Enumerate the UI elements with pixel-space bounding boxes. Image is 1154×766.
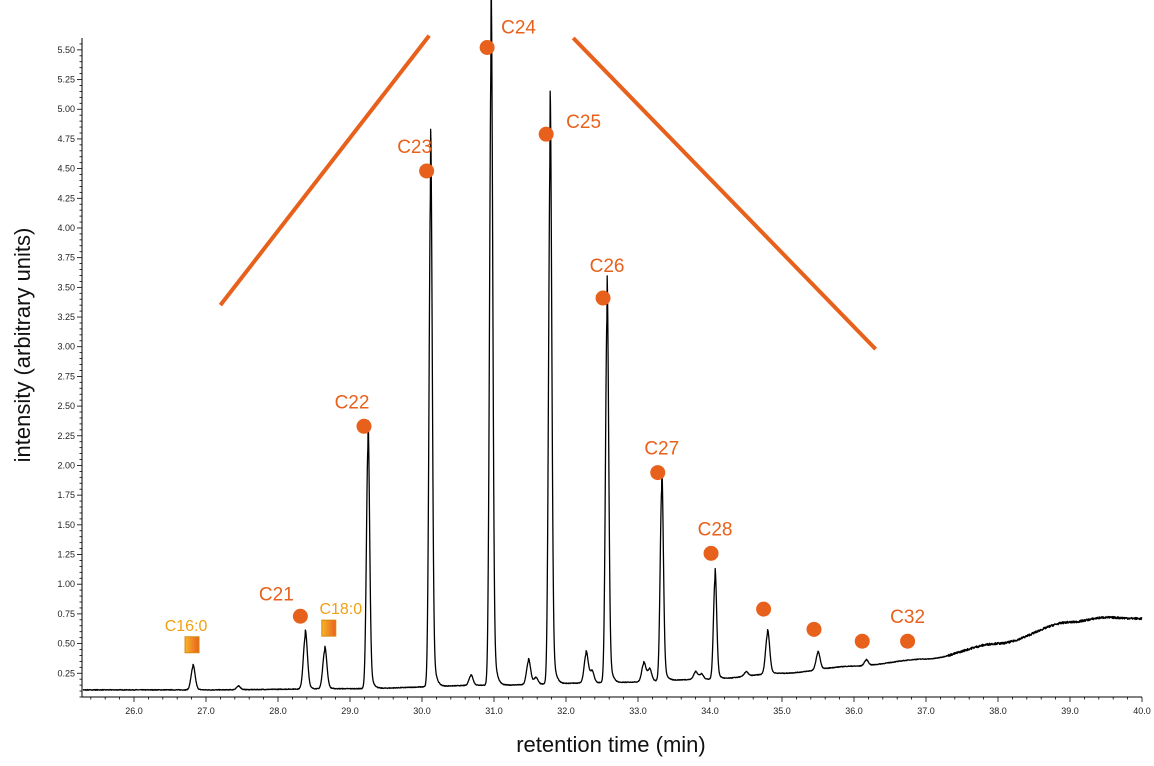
x-ticks: 26.0 27.0 28.0 29.0 30.0 31.0 32.0 33.0 34.0 35.0…	[90, 697, 1151, 716]
alkane-marker	[900, 633, 916, 649]
x-tick-label: 28.0	[269, 706, 287, 716]
x-tick-label: 29.0	[341, 706, 359, 716]
y-tick-label: 1.25	[57, 550, 75, 560]
x-tick-label: 35.0	[773, 706, 791, 716]
trend-line	[218, 34, 431, 307]
y-tick-label: 3.00	[57, 342, 75, 352]
y-tick-label: 0.50	[57, 639, 75, 649]
x-tick-label: 34.0	[701, 706, 719, 716]
y-tick-label: 5.50	[57, 45, 75, 55]
x-tick-label: 36.0	[845, 706, 863, 716]
y-tick-label: 2.25	[57, 431, 75, 441]
trend-line	[571, 36, 878, 351]
y-tick-label: 2.75	[57, 371, 75, 381]
fatty-acid-label: C18:0	[319, 601, 362, 618]
x-tick-label: 39.0	[1061, 706, 1079, 716]
x-tick-label: 37.0	[917, 706, 935, 716]
alkane-marker	[419, 163, 435, 179]
x-tick-label: 30.0	[413, 706, 431, 716]
fatty-acid-marker	[321, 619, 337, 637]
y-tick-label: 4.50	[57, 164, 75, 174]
y-tick-label: 3.50	[57, 282, 75, 292]
y-tick-label: 1.75	[57, 490, 75, 500]
alkane-marker	[756, 601, 772, 617]
y-tick-label: 2.50	[57, 401, 75, 411]
fatty-acid-label: C16:0	[165, 618, 208, 635]
alkane-label: C24	[501, 17, 536, 38]
alkane-marker	[356, 418, 372, 434]
x-tick-label: 26.0	[125, 706, 143, 716]
alkane-label: C21	[259, 584, 294, 605]
axes	[81, 38, 1142, 698]
x-tick-label: 33.0	[629, 706, 647, 716]
y-tick-label: 4.25	[57, 193, 75, 203]
y-tick-label: 0.75	[57, 609, 75, 619]
y-tick-label: 2.00	[57, 460, 75, 470]
trend-lines	[218, 34, 878, 351]
alkane-marker	[538, 126, 554, 142]
alkane-marker	[703, 545, 719, 561]
y-tick-label: 3.25	[57, 312, 75, 322]
y-tick-label: 4.75	[57, 134, 75, 144]
y-tick-label: 1.50	[57, 520, 75, 530]
alkane-marker	[854, 633, 870, 649]
fatty-acid-marker	[184, 636, 200, 654]
alkane-marker	[479, 39, 495, 55]
x-tick-label: 38.0	[989, 706, 1007, 716]
alkane-label: C22	[335, 392, 370, 413]
y-tick-label: 5.25	[57, 75, 75, 85]
x-tick-label: 31.0	[485, 706, 503, 716]
alkane-label: C23	[397, 137, 432, 158]
alkane-label: C32	[890, 607, 925, 628]
x-tick-label: 32.0	[557, 706, 575, 716]
alkane-marker	[292, 608, 308, 624]
alkane-marker	[806, 621, 822, 637]
y-tick-label: 1.00	[57, 579, 75, 589]
y-axis-title: intensity (arbitrary units)	[10, 228, 35, 463]
alkane-label: C25	[566, 112, 601, 133]
alkane-label: C27	[644, 439, 679, 460]
alkane-marker	[650, 465, 666, 481]
alkane-marker	[595, 290, 611, 306]
x-tick-label: 27.0	[197, 706, 215, 716]
y-tick-label: 3.75	[57, 253, 75, 263]
peak-markers: C21 C22 C23 C24 C25 C26 C27 C28 C32 C16:0 C18:0	[165, 17, 925, 654]
alkane-label: C26	[590, 256, 625, 277]
alkane-label: C28	[698, 519, 733, 540]
y-ticks: 0.25 0.50 0.75 1.00 1.25 1.50 1.75 2.00 2.25 2.50…	[57, 43, 82, 698]
y-tick-label: 0.25	[57, 668, 75, 678]
x-tick-label: 40.0	[1133, 706, 1151, 716]
y-tick-label: 4.00	[57, 223, 75, 233]
x-axis-title: retention time (min)	[516, 732, 706, 757]
chromatogram-trace	[82, 0, 1143, 691]
y-tick-label: 5.00	[57, 104, 75, 114]
